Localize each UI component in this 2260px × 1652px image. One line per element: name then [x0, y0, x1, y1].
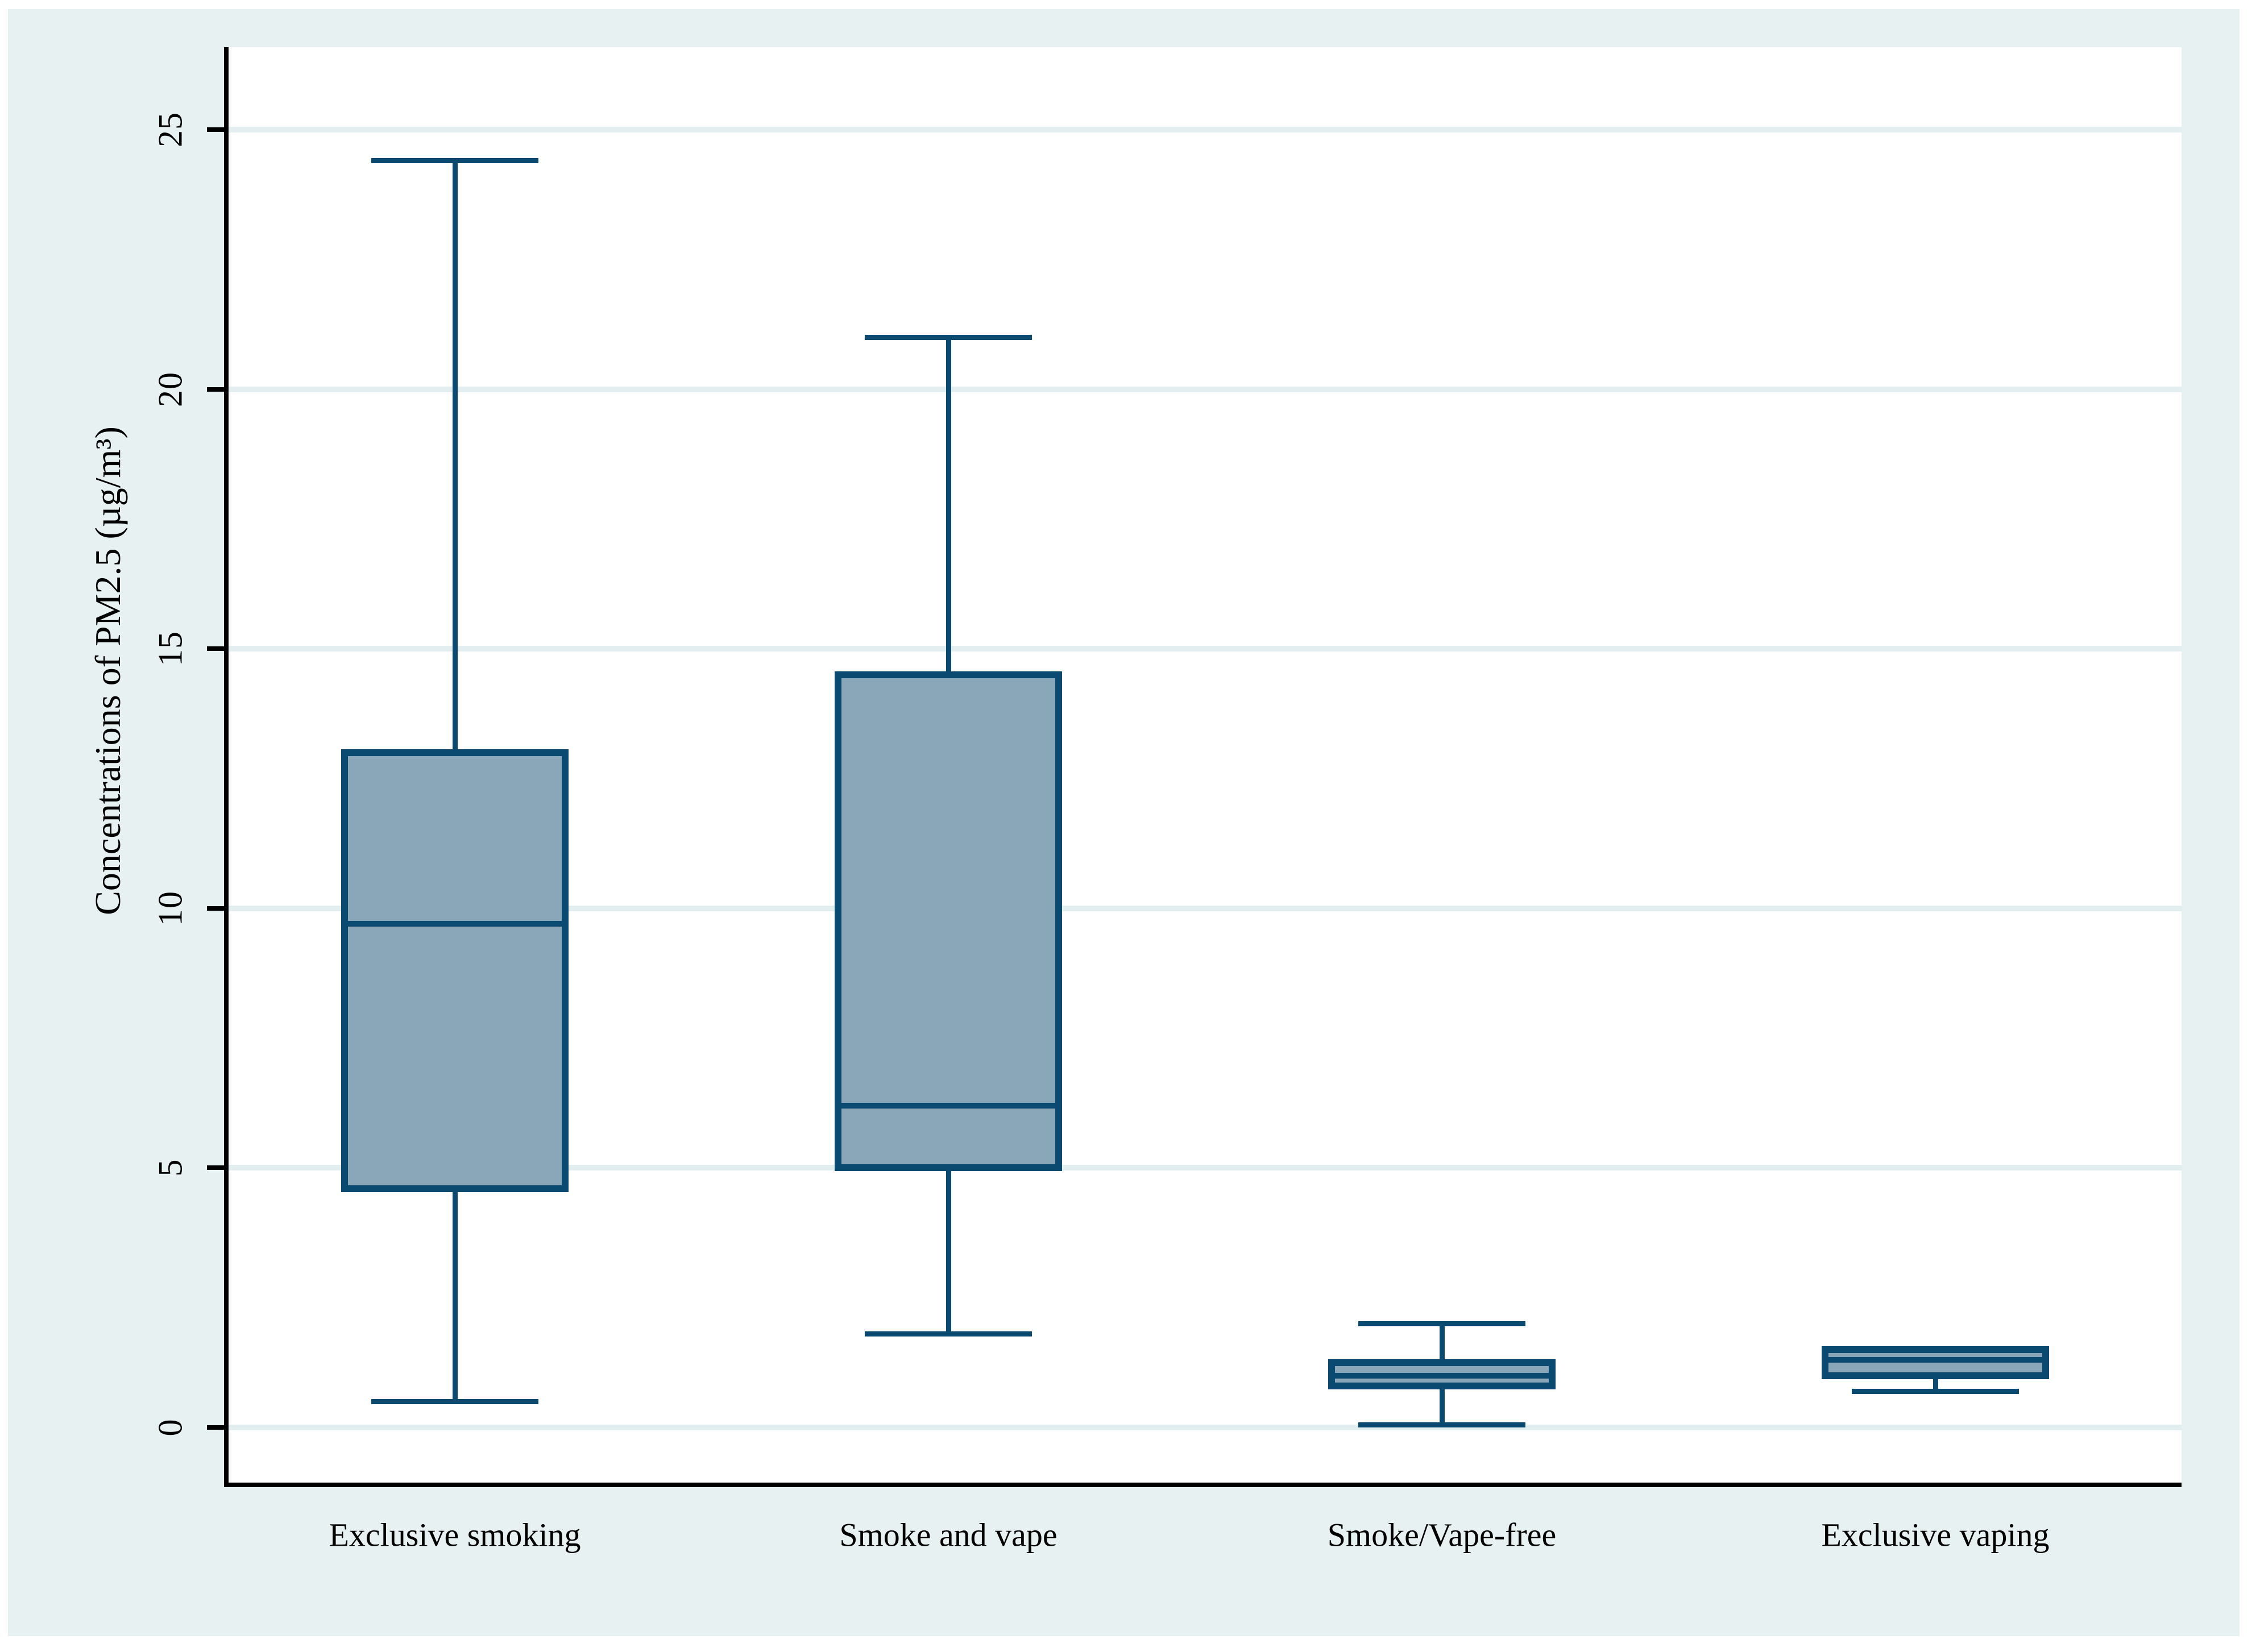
median-line [1335, 1372, 1549, 1379]
iqr-box [835, 671, 1062, 1172]
y-tick-label: 5 [151, 1159, 189, 1177]
y-tick-mark [207, 1425, 229, 1430]
x-category-label: Exclusive smoking [329, 1516, 581, 1554]
x-category-label: Exclusive vaping [1821, 1516, 2050, 1554]
upper-whisker-line [452, 160, 458, 753]
lower-whisker-line [1439, 1385, 1445, 1425]
iqr-box [341, 749, 569, 1192]
y-tick-mark [207, 906, 229, 911]
y-tick-mark [207, 387, 229, 392]
y-tick-label: 20 [151, 371, 189, 407]
y-tick-label: 25 [151, 112, 189, 147]
plot-area [229, 47, 2182, 1483]
y-gridline [229, 386, 2182, 392]
y-gridline [229, 905, 2182, 911]
y-tick-mark [207, 646, 229, 651]
y-gridline [229, 646, 2182, 652]
x-category-label: Smoke and vape [839, 1516, 1058, 1554]
lower-whisker-cap [1852, 1388, 2019, 1394]
upper-whisker-cap [1358, 1321, 1525, 1326]
y-tick-mark [207, 1165, 229, 1170]
median-line [348, 921, 562, 927]
y-tick-label: 15 [151, 631, 189, 667]
y-axis-title: Concentrations of PM2.5 (µg/m³) [88, 426, 128, 915]
y-gridline [229, 1425, 2182, 1430]
y-gridline [229, 127, 2182, 132]
upper-whisker-line [946, 337, 951, 675]
upper-whisker-line [1439, 1323, 1445, 1363]
y-tick-label: 10 [151, 890, 189, 926]
lower-whisker-cap [1358, 1422, 1525, 1427]
lower-whisker-line [1933, 1375, 1938, 1392]
y-gridline [229, 1165, 2182, 1171]
y-tick-mark [207, 127, 229, 132]
upper-whisker-cap [371, 158, 538, 164]
y-tick-label: 0 [151, 1418, 189, 1437]
y-axis-line [224, 47, 229, 1487]
x-category-label: Smoke/Vape-free [1327, 1516, 1557, 1554]
lower-whisker-cap [865, 1331, 1032, 1337]
x-axis-line [224, 1483, 2182, 1487]
boxplot-figure: Concentrations of PM2.5 (µg/m³) 0 5 10 15 20… [8, 9, 2240, 1636]
lower-whisker-line [452, 1188, 458, 1402]
lower-whisker-line [946, 1168, 951, 1334]
lower-whisker-cap [371, 1398, 538, 1404]
median-line [1828, 1357, 2042, 1363]
median-line [841, 1102, 1055, 1109]
upper-whisker-cap [865, 334, 1032, 340]
